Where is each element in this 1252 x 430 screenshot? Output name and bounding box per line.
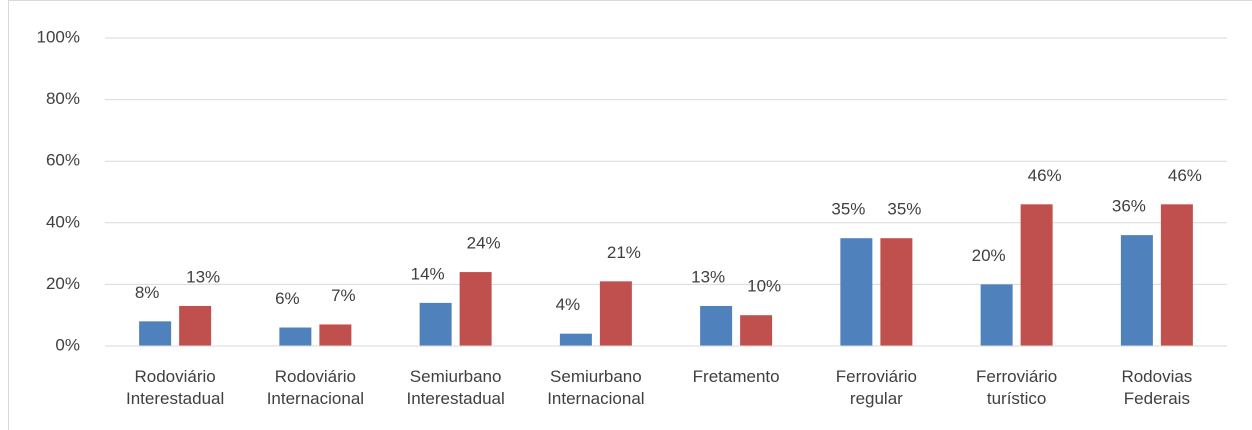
bar [1120, 235, 1153, 346]
data-label: 46% [1168, 166, 1202, 185]
bar [319, 324, 352, 346]
bar [740, 315, 773, 346]
data-label: 24% [467, 234, 501, 253]
y-tick-label: 0% [55, 335, 80, 354]
bar [559, 333, 592, 346]
y-tick-label: 20% [46, 274, 80, 293]
bar [1020, 204, 1053, 346]
bar [139, 321, 172, 346]
y-tick-label: 100% [37, 27, 80, 46]
data-label: 10% [747, 277, 781, 296]
x-tick-label: Fretamento [692, 367, 780, 386]
bar [279, 327, 312, 346]
data-label: 4% [556, 295, 581, 314]
data-label: 46% [1028, 166, 1062, 185]
y-tick-label: 40% [46, 212, 80, 231]
data-label: 7% [331, 286, 356, 305]
x-tick-label: Ferroviário regular [835, 367, 917, 408]
x-tick-label: Rodoviário Interestadual [125, 367, 225, 408]
data-label: 13% [186, 267, 220, 286]
bar [459, 272, 492, 346]
x-tick-label: Semiurbano Interestadual [406, 367, 505, 408]
x-tick-label: Ferroviário turístico [976, 367, 1058, 408]
y-tick-label: 60% [46, 151, 80, 170]
bar [179, 305, 212, 346]
y-tick-label: 80% [46, 89, 80, 108]
bar [700, 305, 733, 346]
bar [1160, 204, 1193, 346]
chart-frame [8, 0, 1252, 430]
bar [599, 281, 632, 346]
x-tick-label: Semiurbano Internacional [547, 367, 645, 408]
bar [880, 238, 913, 346]
data-label: 6% [275, 289, 300, 308]
data-label: 13% [691, 267, 725, 286]
data-label: 14% [411, 264, 445, 283]
data-label: 20% [972, 246, 1006, 265]
bar [419, 302, 452, 346]
x-tick-label: Rodoviário Internacional [266, 367, 365, 408]
data-label: 36% [1112, 197, 1146, 216]
bar [840, 238, 873, 346]
data-label: 35% [887, 200, 921, 219]
data-label: 35% [831, 200, 865, 219]
data-label: 8% [135, 283, 160, 302]
data-label: 21% [607, 243, 641, 262]
bar [980, 284, 1013, 346]
x-tick-label: Rodovias Federais [1121, 367, 1193, 408]
